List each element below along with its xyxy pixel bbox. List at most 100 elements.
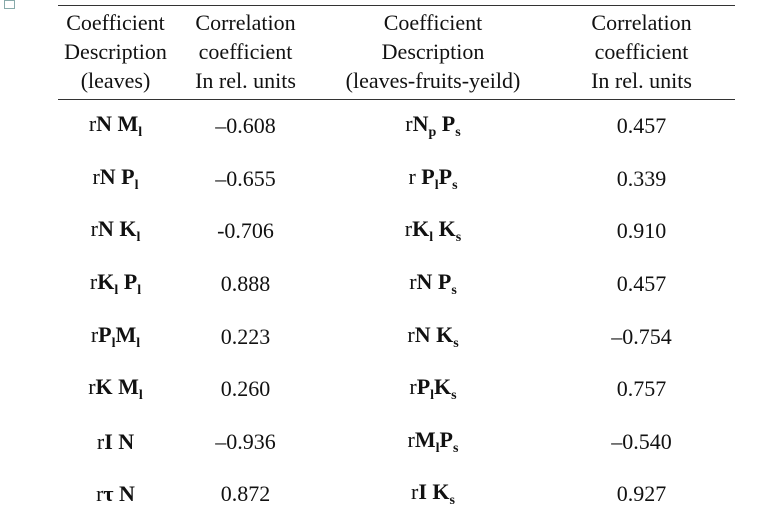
coefficient-cell: rN Pl — [58, 153, 173, 206]
coefficient-part: r — [89, 269, 98, 295]
coefficient-part: l — [434, 177, 439, 193]
value-cell: 0.888 — [173, 258, 318, 311]
header-text: In rel. units — [591, 68, 692, 93]
coefficient-part: s — [451, 283, 457, 299]
coefficient-cell: rKl Pl — [58, 258, 173, 311]
coefficient-cell: rN Kl — [58, 205, 173, 258]
coefficient-part: l — [138, 388, 143, 404]
value-cell: –0.936 — [173, 416, 318, 469]
coefficient-part: s — [449, 493, 455, 509]
coefficient-cell: rI N — [58, 416, 173, 469]
header-text: Description — [64, 39, 167, 64]
table-body: rN Ml –0.608 rNp Ps 0.457 rN Pl –0.655 r PlPs 0… — [58, 100, 735, 521]
correlation-value: 0.457 — [616, 271, 667, 297]
table-row: rτ N 0.872 rI Ks 0.927 — [58, 468, 735, 521]
coefficient-part: K — [412, 216, 430, 242]
header-text: coefficient — [198, 39, 293, 64]
correlation-value: –0.754 — [611, 323, 672, 349]
coefficient-part: r — [411, 479, 419, 505]
coefficient-part: M — [115, 321, 137, 347]
value-cell: -0.706 — [173, 205, 318, 258]
value-cell: 0.910 — [548, 205, 735, 258]
header-text: (leaves-fruits-yeild) — [345, 68, 521, 93]
coefficient-part: P — [98, 321, 112, 347]
coefficient-cell: rN Ml — [58, 100, 173, 153]
coefficient-part: τ N — [103, 481, 135, 507]
correlation-value: 0.223 — [220, 323, 271, 349]
value-cell: 0.757 — [548, 363, 735, 416]
coefficient-cell: rNp Ps — [318, 100, 548, 153]
coefficient-part: r — [88, 374, 96, 400]
header-text: Coefficient — [383, 10, 483, 35]
header-text: Correlation — [195, 10, 296, 35]
coefficient-part: I K — [418, 479, 450, 505]
coefficient-part: N K — [97, 216, 137, 242]
coefficient-part: K — [97, 269, 115, 295]
coefficient-part: N P — [99, 163, 135, 189]
coefficient-cell: rK Ml — [58, 363, 173, 416]
table-row: rN Ml –0.608 rNp Ps 0.457 — [58, 100, 735, 153]
correlation-table: Coefficient Description (leaves) Correlatio… — [58, 5, 735, 521]
header-text: Coefficient — [66, 10, 165, 35]
correlation-value: 0.757 — [616, 376, 667, 402]
coefficient-part: s — [453, 335, 459, 351]
value-cell: –0.655 — [173, 153, 318, 206]
coefficient-part: r — [96, 428, 105, 454]
coefficient-part: r — [90, 216, 98, 242]
header-cell: Coefficient Description (leaves-fruits-yei… — [318, 6, 548, 100]
icon — [4, 0, 15, 9]
coefficient-part: r — [409, 269, 417, 295]
coefficient-part: r — [88, 111, 97, 137]
table-header: Coefficient Description (leaves) Correlatio… — [58, 5, 735, 100]
value-cell: 0.872 — [173, 468, 318, 521]
value-cell: 0.260 — [173, 363, 318, 416]
correlation-value: 0.260 — [220, 376, 271, 402]
correlation-value: –0.608 — [215, 113, 276, 139]
coefficient-part: P — [438, 163, 453, 189]
coefficient-part: r — [96, 481, 104, 507]
coefficient-part: K — [433, 216, 456, 242]
coefficient-part: s — [455, 125, 461, 141]
table-row: rK Ml 0.260 rPlKs 0.757 — [58, 363, 735, 416]
header-cell: Correlation coefficient In rel. units — [548, 6, 735, 100]
coefficient-part: K — [434, 374, 452, 400]
coefficient-part: l — [111, 335, 116, 351]
correlation-value: 0.872 — [220, 481, 271, 507]
correlation-value: 0.339 — [616, 165, 667, 191]
header-text: Correlation — [591, 10, 692, 35]
header-text: Description — [381, 39, 485, 64]
coefficient-part: l — [137, 283, 142, 299]
correlation-value: 0.457 — [616, 113, 667, 139]
value-cell: –0.608 — [173, 100, 318, 153]
correlation-value: 0.888 — [220, 271, 271, 297]
coefficient-part: P — [421, 163, 435, 189]
value-cell: 0.927 — [548, 468, 735, 521]
coefficient-part: I N — [104, 428, 135, 454]
coefficient-part: l — [429, 230, 434, 246]
coefficient-part: l — [114, 283, 119, 299]
value-cell: 0.457 — [548, 100, 735, 153]
coefficient-cell: rτ N — [58, 468, 173, 521]
coefficient-part: l — [134, 177, 139, 193]
coefficient-part: r — [404, 216, 413, 242]
table-row: rI N –0.936 rMlPs –0.540 — [58, 416, 735, 469]
coefficient-part: P — [439, 426, 453, 452]
coefficient-part: r — [407, 321, 415, 347]
correlation-value: –0.936 — [215, 428, 276, 454]
value-cell: 0.457 — [548, 258, 735, 311]
coefficient-part: l — [138, 125, 143, 141]
value-cell: 0.339 — [548, 153, 735, 206]
value-cell: 0.223 — [173, 310, 318, 363]
coefficient-part: s — [452, 440, 459, 456]
coefficient-cell: rPlKs — [318, 363, 548, 416]
header-cell: Coefficient Description (leaves) — [58, 6, 173, 100]
coefficient-part: r — [408, 163, 422, 189]
correlation-value: –0.655 — [215, 165, 276, 191]
header-cell: Correlation coefficient In rel. units — [173, 6, 318, 100]
table-row: rPlMl 0.223 rN Ks –0.754 — [58, 310, 735, 363]
coefficient-part: r — [90, 321, 99, 347]
correlation-value: –0.540 — [611, 428, 672, 454]
correlation-value: 0.927 — [616, 481, 667, 507]
correlation-value: -0.706 — [217, 218, 274, 244]
